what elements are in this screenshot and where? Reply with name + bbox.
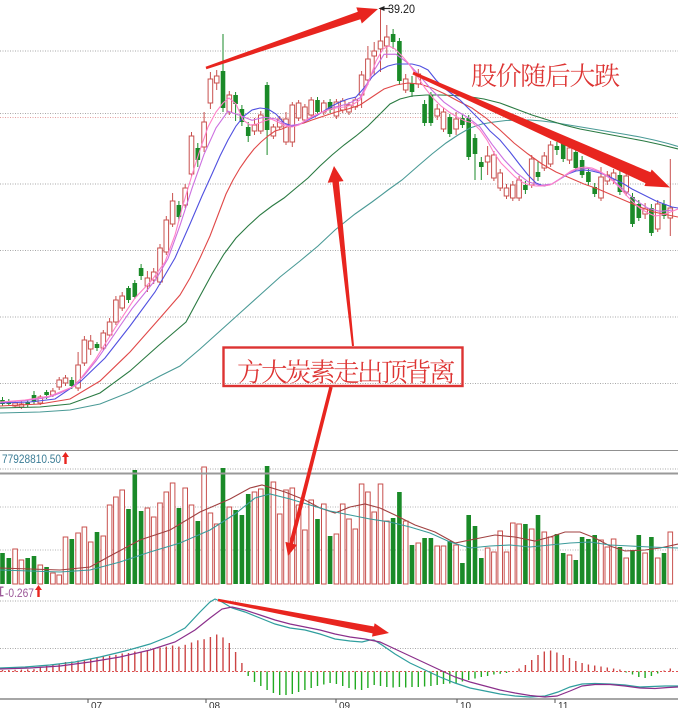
svg-text:11: 11 [558,701,569,708]
svg-text:07: 07 [91,701,103,708]
svg-text:39.20: 39.20 [388,2,415,16]
svg-text:09: 09 [339,701,351,708]
svg-text:08: 08 [209,701,221,708]
svg-text:-0.267: -0.267 [5,588,34,600]
svg-text:10: 10 [460,701,472,708]
svg-text:77928810.50: 77928810.50 [2,454,61,466]
